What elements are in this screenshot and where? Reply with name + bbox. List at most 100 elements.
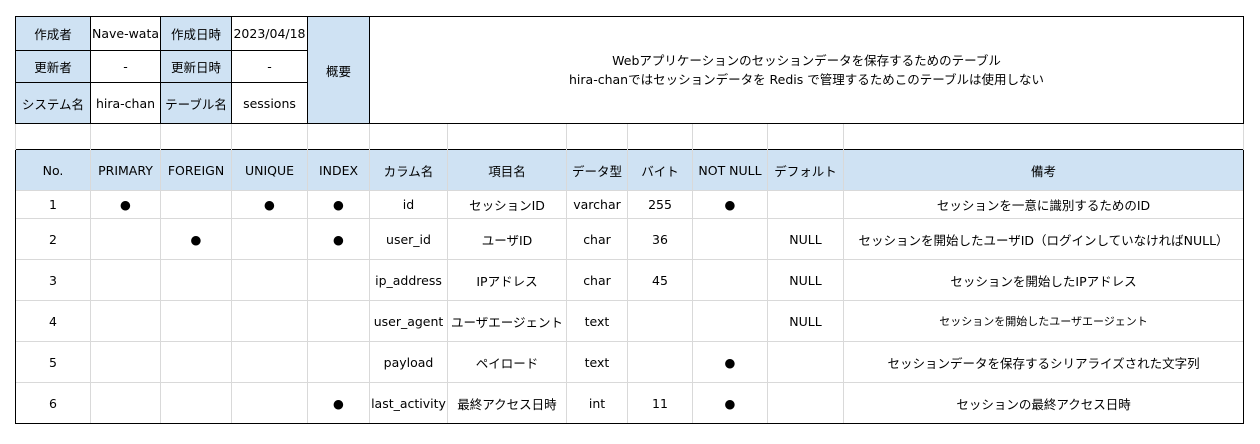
cell-column-name[interactable]: last_activity xyxy=(369,382,448,424)
cell-remarks[interactable]: セッションを開始したIPアドレス xyxy=(842,259,1245,301)
cell-default[interactable] xyxy=(767,382,844,424)
cell-column-name[interactable]: user_agent xyxy=(369,300,448,342)
cell-index[interactable]: ● xyxy=(307,382,370,424)
cell-column-name[interactable]: ip_address xyxy=(369,259,448,301)
empty-cell[interactable] xyxy=(90,123,161,150)
cell-foreign[interactable] xyxy=(160,190,232,219)
cell-foreign[interactable]: ● xyxy=(160,218,232,260)
cell-default[interactable] xyxy=(767,190,844,219)
cell-item-name[interactable]: ユーザエージェント xyxy=(447,300,567,342)
cell-bytes[interactable]: 255 xyxy=(627,190,693,219)
cell-default[interactable]: NULL xyxy=(767,259,844,301)
cell-primary[interactable] xyxy=(90,341,161,383)
cell-remarks[interactable]: セッションの最終アクセス日時 xyxy=(842,382,1245,424)
cell-no[interactable]: 4 xyxy=(15,300,91,342)
cell-not-null[interactable]: ● xyxy=(692,341,768,383)
cell-bytes[interactable] xyxy=(627,341,693,383)
cell-item-name[interactable]: ユーザID xyxy=(447,218,567,260)
empty-cell[interactable] xyxy=(307,123,370,150)
cell-bytes[interactable] xyxy=(627,300,693,342)
header-default[interactable]: デフォルト xyxy=(767,149,844,191)
cell-no[interactable]: 2 xyxy=(15,218,91,260)
cell-not-null[interactable]: ● xyxy=(692,190,768,219)
cell-remarks[interactable]: セッションデータを保存するシリアライズされた文字列 xyxy=(842,341,1245,383)
cell-data-type[interactable]: char xyxy=(566,259,628,301)
cell-foreign[interactable] xyxy=(160,382,232,424)
updated-value[interactable]: - xyxy=(231,50,308,83)
cell-primary[interactable] xyxy=(90,259,161,301)
header-bytes[interactable]: バイト xyxy=(627,149,693,191)
updater-value[interactable]: - xyxy=(90,50,161,83)
header-unique[interactable]: UNIQUE xyxy=(231,149,308,191)
cell-unique[interactable] xyxy=(231,382,308,424)
header-item-name[interactable]: 項目名 xyxy=(447,149,567,191)
cell-item-name[interactable]: ペイロード xyxy=(447,341,567,383)
header-not-null[interactable]: NOT NULL xyxy=(692,149,768,191)
header-remarks[interactable]: 備考 xyxy=(842,149,1245,191)
cell-unique[interactable] xyxy=(231,341,308,383)
system-label[interactable]: システム名 xyxy=(15,82,91,124)
empty-cell[interactable] xyxy=(160,123,232,150)
cell-no[interactable]: 1 xyxy=(15,190,91,219)
cell-unique[interactable] xyxy=(231,218,308,260)
cell-data-type[interactable]: int xyxy=(566,382,628,424)
header-foreign[interactable]: FOREIGN xyxy=(160,149,232,191)
cell-not-null[interactable]: ● xyxy=(692,382,768,424)
empty-cell[interactable] xyxy=(369,123,448,150)
cell-default[interactable]: NULL xyxy=(767,218,844,260)
cell-item-name[interactable]: IPアドレス xyxy=(447,259,567,301)
cell-data-type[interactable]: char xyxy=(566,218,628,260)
cell-unique[interactable] xyxy=(231,259,308,301)
cell-not-null[interactable] xyxy=(692,218,768,260)
cell-index[interactable] xyxy=(307,259,370,301)
cell-primary[interactable] xyxy=(90,218,161,260)
cell-primary[interactable] xyxy=(90,300,161,342)
empty-cell[interactable] xyxy=(566,123,628,150)
created-value[interactable]: 2023/04/18 xyxy=(231,16,308,51)
updater-label[interactable]: 更新者 xyxy=(15,50,91,83)
summary-cell[interactable]: Webアプリケーションのセッションデータを保存するためのテーブル hira-ch… xyxy=(368,16,1245,124)
cell-data-type[interactable]: text xyxy=(566,341,628,383)
cell-data-type[interactable]: text xyxy=(566,300,628,342)
cell-no[interactable]: 5 xyxy=(15,341,91,383)
cell-foreign[interactable] xyxy=(160,341,232,383)
cell-foreign[interactable] xyxy=(160,259,232,301)
table-name-label[interactable]: テーブル名 xyxy=(160,82,232,124)
cell-item-name[interactable]: セッションID xyxy=(447,190,567,219)
cell-item-name[interactable]: 最終アクセス日時 xyxy=(447,382,567,424)
author-value[interactable]: Nave-wata xyxy=(90,16,161,51)
created-label[interactable]: 作成日時 xyxy=(160,16,232,51)
cell-data-type[interactable]: varchar xyxy=(566,190,628,219)
updated-label[interactable]: 更新日時 xyxy=(160,50,232,83)
empty-cell[interactable] xyxy=(15,123,91,150)
empty-cell[interactable] xyxy=(627,123,693,150)
system-value[interactable]: hira-chan xyxy=(90,82,161,124)
cell-unique[interactable]: ● xyxy=(231,190,308,219)
cell-remarks[interactable]: セッションを開始したユーザエージェント xyxy=(842,300,1245,342)
empty-cell[interactable] xyxy=(692,123,768,150)
cell-no[interactable]: 6 xyxy=(15,382,91,424)
empty-cell[interactable] xyxy=(231,123,308,150)
cell-remarks[interactable]: セッションを一意に識別するためのID xyxy=(842,190,1245,219)
cell-index[interactable]: ● xyxy=(307,218,370,260)
table-name-value[interactable]: sessions xyxy=(231,82,308,124)
cell-unique[interactable] xyxy=(231,300,308,342)
cell-column-name[interactable]: payload xyxy=(369,341,448,383)
empty-cell[interactable] xyxy=(767,123,844,150)
header-column-name[interactable]: カラム名 xyxy=(369,149,448,191)
header-no[interactable]: No. xyxy=(15,149,91,191)
cell-bytes[interactable]: 11 xyxy=(627,382,693,424)
header-primary[interactable]: PRIMARY xyxy=(90,149,161,191)
cell-index[interactable]: ● xyxy=(307,190,370,219)
cell-column-name[interactable]: user_id xyxy=(369,218,448,260)
cell-index[interactable] xyxy=(307,300,370,342)
cell-no[interactable]: 3 xyxy=(15,259,91,301)
cell-not-null[interactable] xyxy=(692,259,768,301)
author-label[interactable]: 作成者 xyxy=(15,16,91,51)
cell-index[interactable] xyxy=(307,341,370,383)
cell-default[interactable] xyxy=(767,341,844,383)
header-data-type[interactable]: データ型 xyxy=(566,149,628,191)
empty-cell[interactable] xyxy=(842,123,1245,150)
cell-foreign[interactable] xyxy=(160,300,232,342)
cell-bytes[interactable]: 36 xyxy=(627,218,693,260)
